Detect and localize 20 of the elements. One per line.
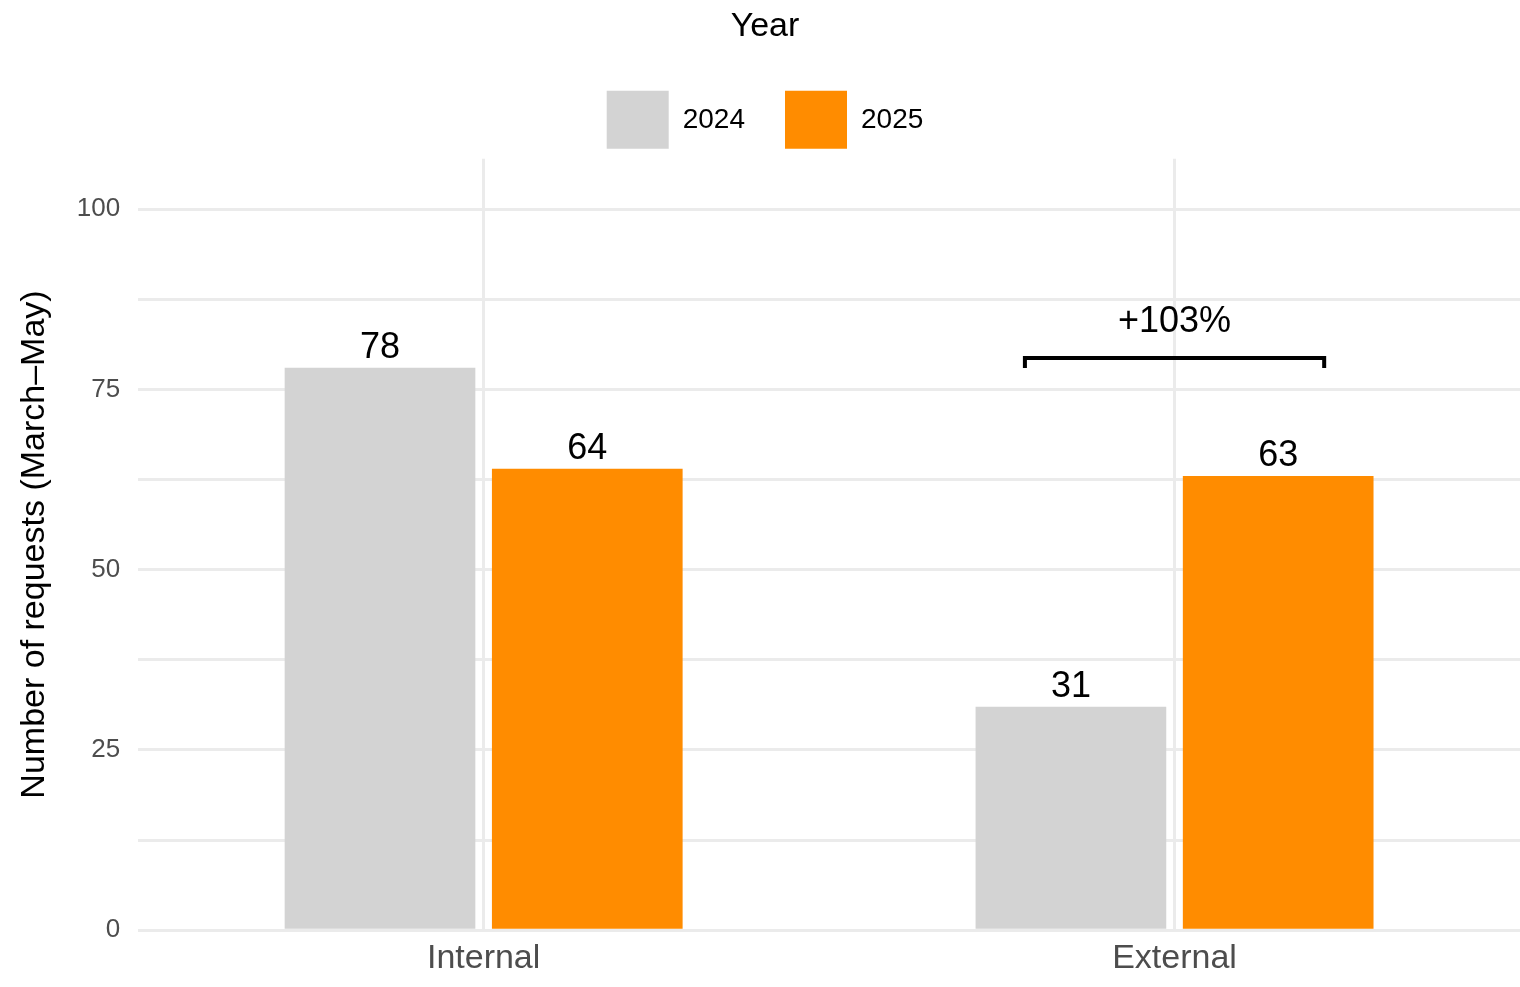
data-label: 63 <box>1258 432 1299 474</box>
bar <box>1182 476 1374 929</box>
bar <box>975 706 1167 929</box>
y-tick-label: 100 <box>76 192 121 223</box>
annotation: +103% <box>1117 298 1232 340</box>
y-tick-label: 75 <box>91 372 121 403</box>
y-tick-label: 25 <box>91 733 121 764</box>
bar <box>284 367 476 929</box>
x-tick-label: External <box>1112 936 1237 975</box>
bar <box>491 468 683 929</box>
y-tick-label: 0 <box>105 913 121 944</box>
legend-label: 2024 <box>682 102 746 134</box>
data-label: 31 <box>1050 663 1091 705</box>
x-tick-label: Internal <box>426 936 541 975</box>
y-tick-label: 50 <box>91 552 121 583</box>
legend-title: Year <box>730 5 800 44</box>
data-label: 64 <box>567 425 608 467</box>
y-axis-title: Number of requests (March–May) <box>12 290 51 799</box>
data-label: 78 <box>359 324 401 366</box>
legend-label: 2025 <box>861 102 924 134</box>
